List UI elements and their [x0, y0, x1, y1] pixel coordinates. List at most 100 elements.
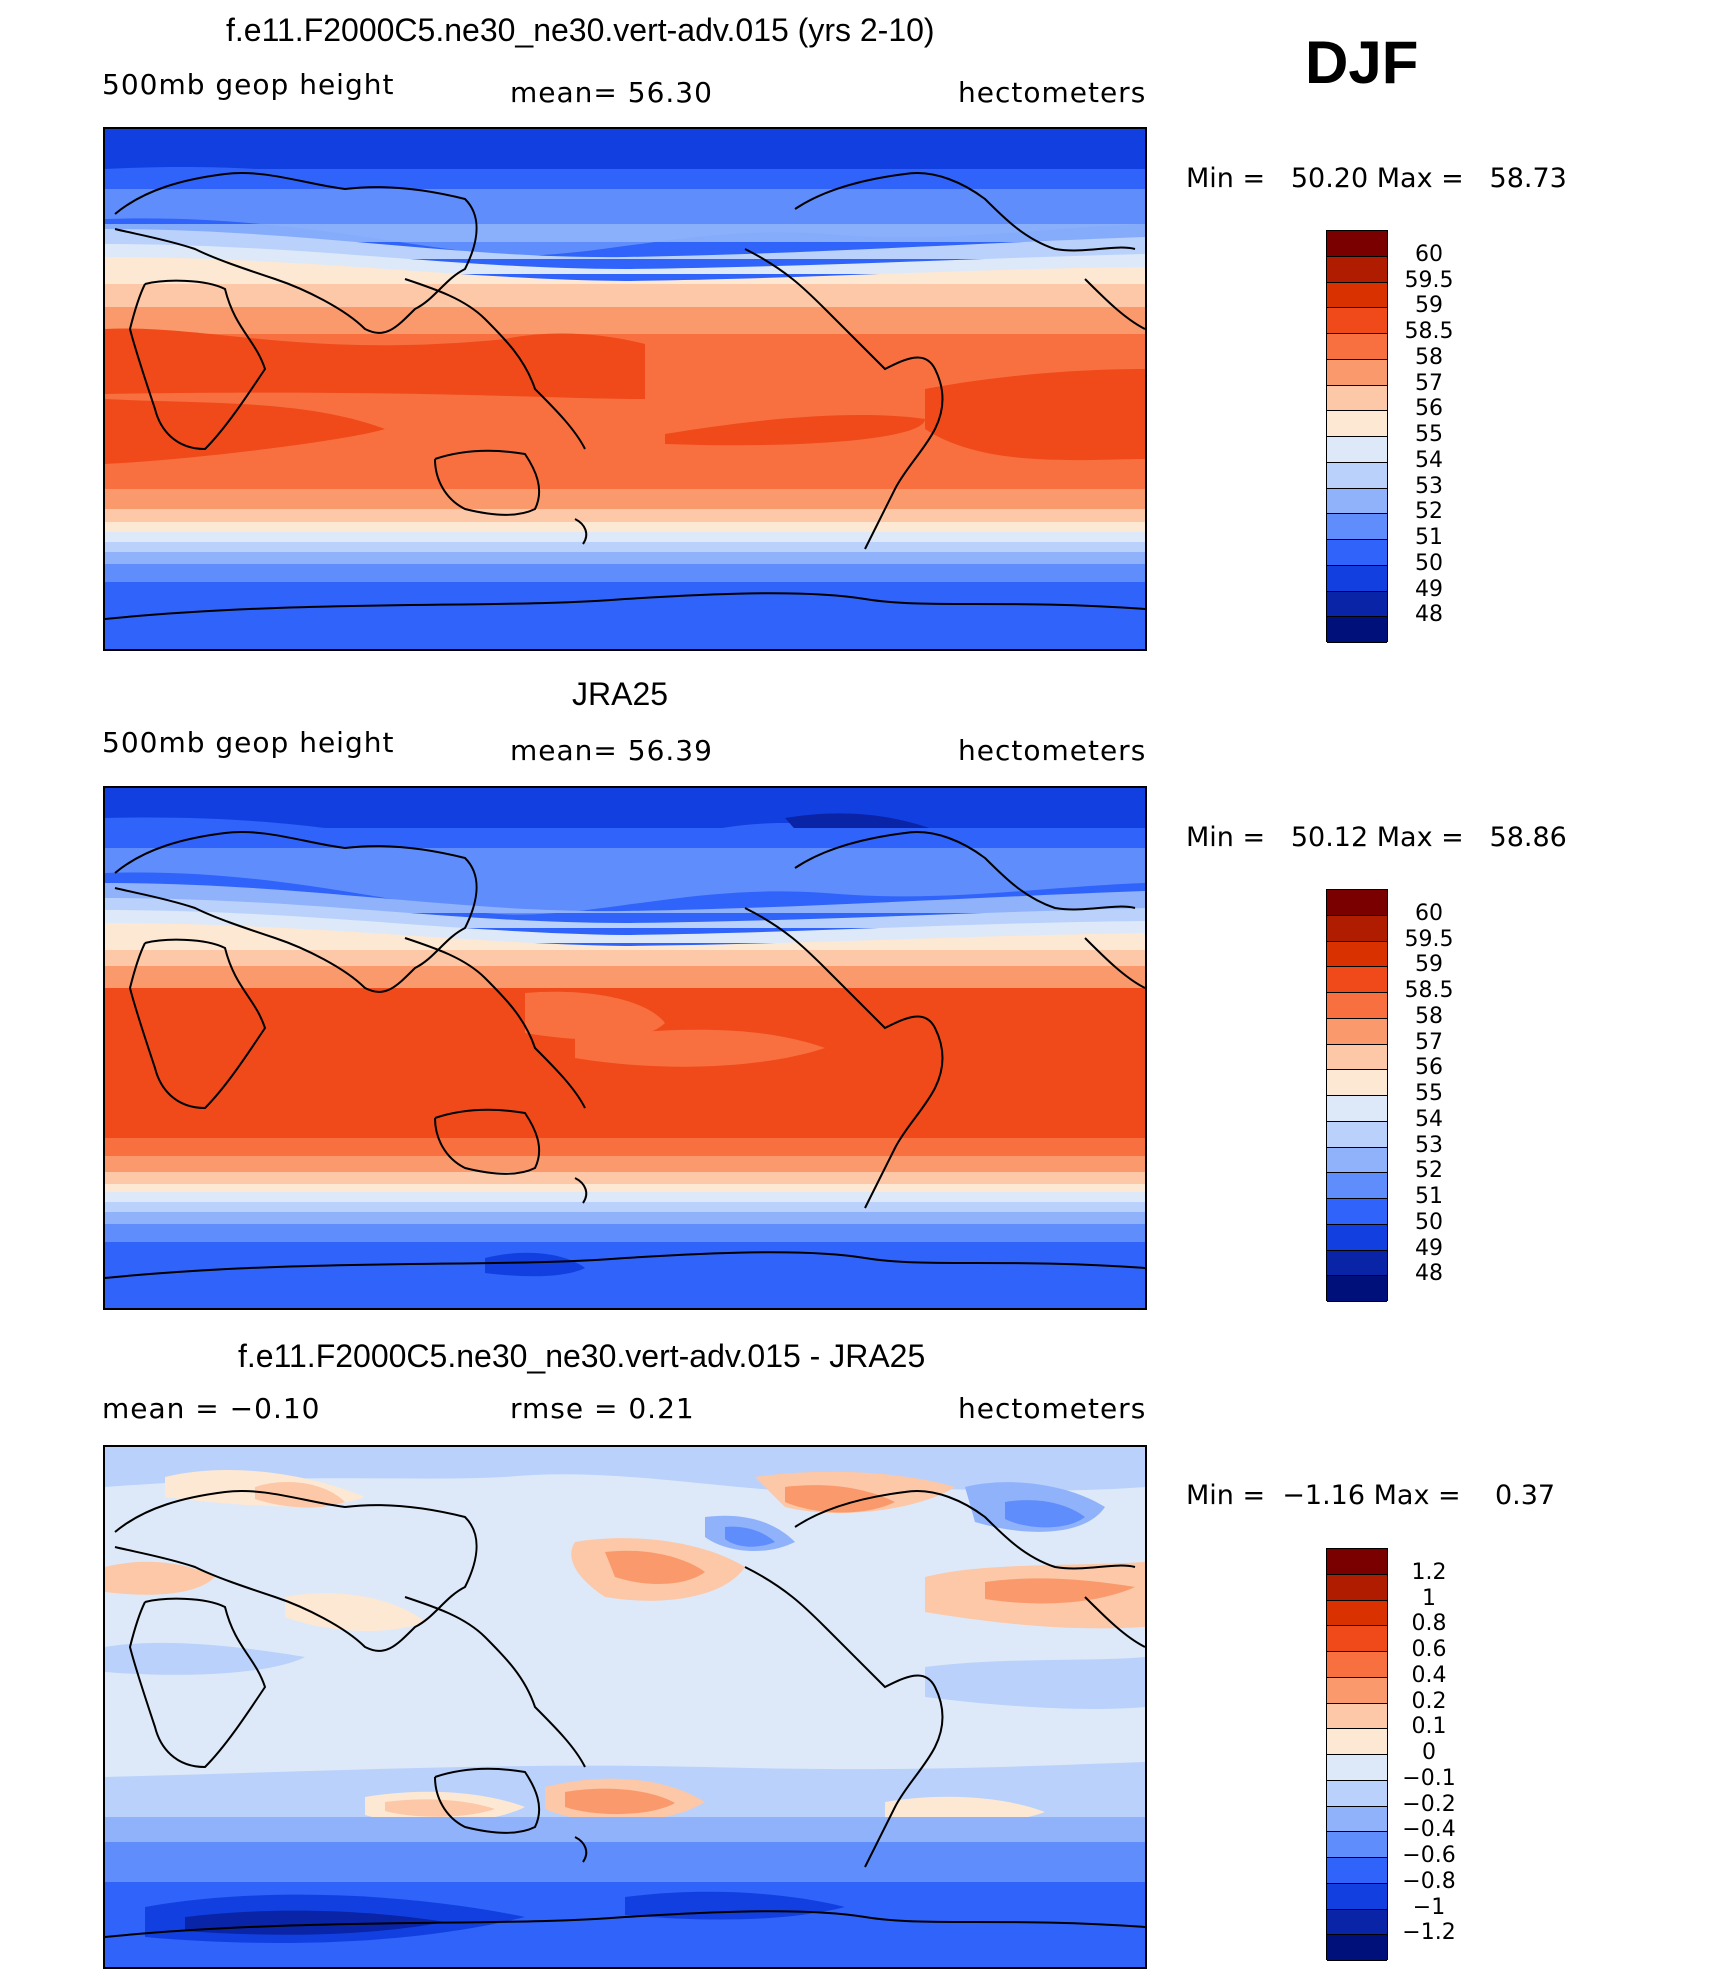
- panel-2-colorbar-tick-label: 49: [1415, 1235, 1443, 1261]
- panel-3-colorbar-labels: 1.2 1 0.8 0.6 0.4 0.2 0.1 0 −0.1 −0.2 −0.4 −0.6 −0.8…: [1384, 1548, 1474, 1960]
- panel-2-colorbar-swatch: [1327, 915, 1387, 942]
- panel-2-colorbar-tick-label: 51: [1415, 1184, 1443, 1209]
- panel-3-colorbar-tick-label: −1: [1412, 1894, 1446, 1920]
- panel-1-colorbar-swatch: [1327, 231, 1387, 257]
- panel-2-colorbar-swatch: [1327, 1018, 1387, 1045]
- panel-3-colorbar-swatch: [1327, 1652, 1387, 1678]
- panel-3-diff-plot: [105, 1447, 1145, 1967]
- panel-3-colorbar-tick-label: 1: [1422, 1585, 1436, 1611]
- panel-2-colorbar-swatch: [1327, 890, 1387, 916]
- panel-3-colorbar-tick-label: −0.6: [1402, 1843, 1456, 1868]
- panel-3-colorbar-swatch: [1327, 1832, 1387, 1858]
- panel-1-colorbar-swatch: [1327, 308, 1387, 334]
- panel-3-colorbar-swatch: [1327, 1909, 1387, 1936]
- panel-2-map: [103, 786, 1147, 1310]
- panel-2-mean-label: mean= 56.39: [510, 734, 713, 767]
- panel-3-mean-label: mean = −0.10: [102, 1392, 321, 1425]
- panel-2-colorbar-swatch: [1327, 993, 1387, 1019]
- panel-2-colorbar-swatch: [1327, 1121, 1387, 1148]
- panel-2-colorbar-swatch: [1327, 1276, 1387, 1302]
- panel-1-colorbar-swatch: [1327, 334, 1387, 360]
- panel-3-colorbar-tick-label: 0.8: [1411, 1611, 1447, 1637]
- panel-3-colorbar-tick-label: 0.4: [1411, 1662, 1447, 1688]
- panel-2-colorbar-tick-label: 53: [1415, 1132, 1443, 1158]
- panel-3-rmse-label: rmse = 0.21: [510, 1392, 695, 1425]
- panel-3-title: f.e11.F2000C5.ne30_ne30.vert-adv.015 - J…: [238, 1338, 926, 1374]
- panel-2-colorbar-swatch: [1327, 1070, 1387, 1096]
- panel-1-colorbar-swatch: [1327, 617, 1387, 643]
- panel-1-colorbar-swatch: [1327, 411, 1387, 437]
- panel-2-colorbar-swatch: [1327, 1173, 1387, 1199]
- panel-1-colorbar-tick-label: 54: [1415, 447, 1443, 473]
- panel-3-map: [103, 1445, 1147, 1969]
- panel-3-colorbar-swatch: [1327, 1935, 1387, 1961]
- panel-3-colorbar-tick-label: 1.2: [1411, 1559, 1447, 1585]
- panel-3-minmax: Min = −1.16 Max = 0.37: [1186, 1480, 1556, 1511]
- panel-2-colorbar-swatch: [1327, 1199, 1387, 1225]
- panel-1-colorbar-tick-label: 60: [1415, 241, 1443, 267]
- panel-2-colorbar-swatch: [1327, 1147, 1387, 1174]
- panel-1-colorbar-tick-label: 58.5: [1404, 319, 1454, 344]
- season-label: DJF: [1305, 29, 1419, 96]
- panel-2-colorbar-tick-label: 58.5: [1404, 978, 1454, 1003]
- panel-1-colorbar-tick-label: 57: [1415, 370, 1443, 396]
- panel-2-colorbar-labels: 60 59.5 59 58.5 58 57 56 55 54 53 52 51 50 49 48: [1384, 889, 1474, 1301]
- panel-2-colorbar-tick-label: 52: [1415, 1158, 1443, 1184]
- panel-2-colorbar-tick-label: 55: [1415, 1081, 1443, 1106]
- panel-1-colorbar-tick-label: 50: [1415, 550, 1443, 576]
- panel-3-colorbar-tick-label: 0.6: [1411, 1637, 1447, 1662]
- panel-1-colorbar-swatch: [1327, 514, 1387, 540]
- panel-1-colorbar-swatch: [1327, 437, 1387, 463]
- panel-3-colorbar-swatch: [1327, 1780, 1387, 1807]
- panel-3-colorbar-tick-label: 0.1: [1411, 1714, 1447, 1740]
- panel-2-colorbar-tick-label: 50: [1415, 1209, 1443, 1235]
- panel-2-colorbar-tick-label: 56: [1415, 1055, 1443, 1081]
- panel-1-colorbar-tick-label: 58: [1415, 344, 1443, 370]
- panel-3-colorbar: [1326, 1548, 1388, 1961]
- panel-3-colorbar-tick-label: −0.4: [1402, 1817, 1456, 1843]
- panel-3-colorbar-swatch: [1327, 1677, 1387, 1704]
- panel-1-title: f.e11.F2000C5.ne30_ne30.vert-adv.015 (yr…: [226, 12, 935, 48]
- panel-1-colorbar-tick-label: 48: [1415, 602, 1443, 628]
- panel-1-mean-label: mean= 56.30: [510, 76, 713, 109]
- panel-2-colorbar-tick-label: 48: [1415, 1261, 1443, 1287]
- panel-1-colorbar-swatch: [1327, 385, 1387, 412]
- panel-3-colorbar-tick-label: −0.2: [1402, 1791, 1456, 1817]
- panel-3-units-label: hectometers: [958, 1392, 1147, 1425]
- panel-3-colorbar-tick-label: −0.8: [1402, 1868, 1456, 1894]
- panel-3-colorbar-tick-label: 0: [1422, 1740, 1436, 1765]
- panel-1-colorbar-swatch: [1327, 256, 1387, 283]
- panel-1-colorbar-tick-label: 56: [1415, 396, 1443, 422]
- panel-2-variable-label: 500mb geop height: [102, 726, 395, 759]
- panel-2-colorbar-tick-label: 58: [1415, 1003, 1443, 1029]
- panel-1-colorbar-swatch: [1327, 462, 1387, 489]
- panel-2-field-plot: [105, 788, 1145, 1308]
- panel-2-colorbar-swatch: [1327, 1044, 1387, 1071]
- panel-1-units-label: hectometers: [958, 76, 1147, 109]
- panel-2-colorbar-tick-label: 54: [1415, 1106, 1443, 1132]
- panel-1-colorbar-tick-label: 52: [1415, 499, 1443, 525]
- panel-1-colorbar-tick-label: 49: [1415, 576, 1443, 602]
- panel-3-colorbar-tick-label: 0.2: [1411, 1688, 1447, 1714]
- panel-3-colorbar-tick-label: −1.2: [1402, 1920, 1456, 1946]
- panel-3-colorbar-swatch: [1327, 1806, 1387, 1833]
- panel-2-units-label: hectometers: [958, 734, 1147, 767]
- panel-2-colorbar-swatch: [1327, 1224, 1387, 1251]
- panel-1-colorbar-labels: 60 59.5 59 58.5 58 57 56 55 54 53 52 51 50 49 48: [1384, 230, 1474, 642]
- panel-2-colorbar-swatch: [1327, 941, 1387, 968]
- panel-1-colorbar-swatch: [1327, 591, 1387, 618]
- panel-1-colorbar: [1326, 230, 1388, 643]
- panel-3-colorbar-swatch: [1327, 1703, 1387, 1730]
- panel-1-colorbar-swatch: [1327, 359, 1387, 386]
- panel-2-colorbar-tick-label: 57: [1415, 1029, 1443, 1055]
- panel-3-colorbar-swatch: [1327, 1549, 1387, 1575]
- panel-2-colorbar-tick-label: 59.5: [1404, 926, 1454, 952]
- panel-1-colorbar-swatch: [1327, 282, 1387, 309]
- panel-1-colorbar-swatch: [1327, 488, 1387, 515]
- panel-2-colorbar-tick-label: 60: [1415, 900, 1443, 926]
- panel-1-variable-label: 500mb geop height: [102, 68, 395, 101]
- panel-3-colorbar-swatch: [1327, 1600, 1387, 1627]
- panel-1-colorbar-tick-label: 53: [1415, 473, 1443, 499]
- panel-3-colorbar-tick-label: −0.1: [1402, 1765, 1456, 1791]
- panel-3-colorbar-swatch: [1327, 1755, 1387, 1781]
